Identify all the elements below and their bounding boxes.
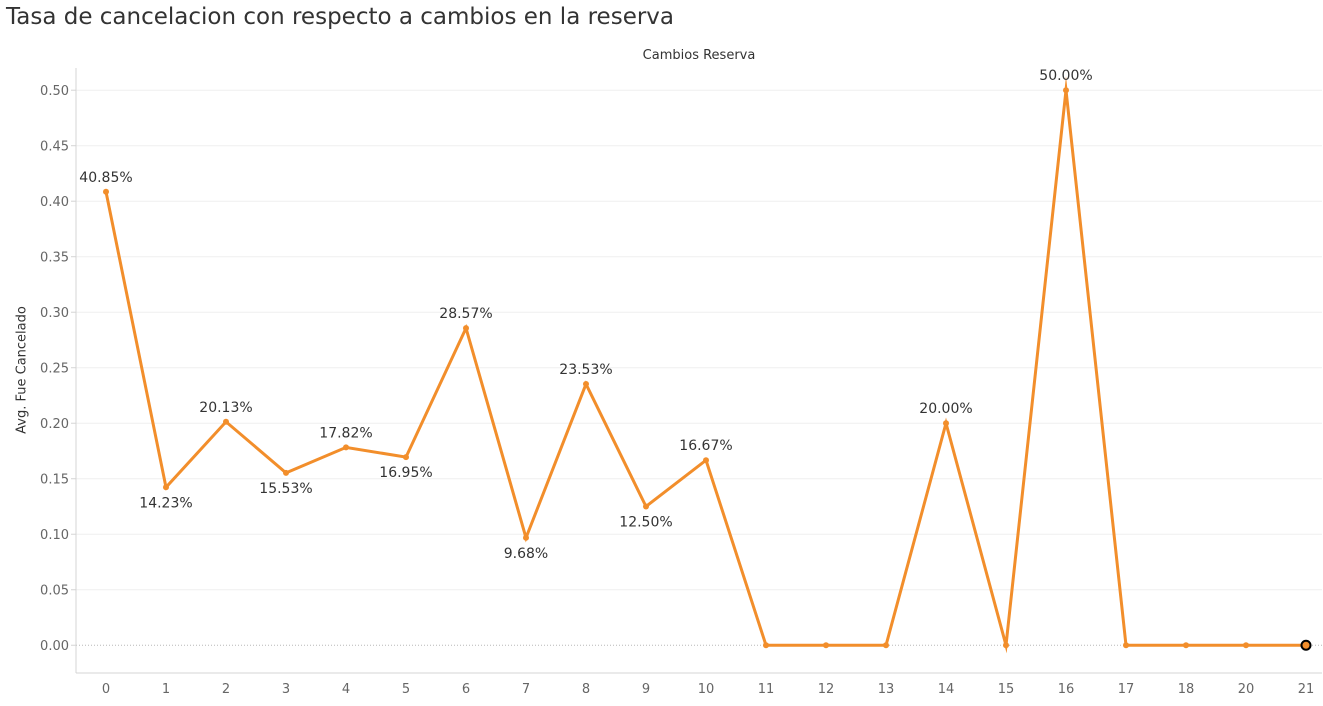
data-point-highlighted[interactable] [1300,639,1312,651]
y-tick-label: 0.15 [40,473,69,488]
x-tick-label: 3 [282,682,290,697]
x-tick-label: 2 [222,682,230,697]
data-point[interactable] [343,444,349,451]
x-tick-label: 18 [1178,682,1195,697]
y-tick-label: 0.00 [40,639,69,654]
x-tick-label: 10 [698,682,715,697]
data-point[interactable] [463,325,469,332]
y-tick-label: 0.05 [40,584,69,599]
data-label: 9.68% [504,546,548,562]
axes [75,68,1322,674]
data-points[interactable] [103,87,1312,651]
grid-lines [76,89,1322,646]
data-point[interactable] [703,457,709,464]
x-tick-label: 20 [1238,682,1255,697]
data-point[interactable] [223,418,229,425]
data-label: 23.53% [559,362,612,378]
y-tick-label: 0.30 [40,306,69,321]
data-point[interactable] [643,503,649,510]
data-label: 17.82% [319,425,372,441]
data-point[interactable] [1243,642,1249,649]
data-point[interactable] [1063,87,1069,94]
data-point[interactable] [583,381,589,388]
x-tick-label: 21 [1298,682,1315,697]
data-label: 20.00% [919,401,972,417]
chart-title: Tasa de cancelacion con respecto a cambi… [6,4,674,30]
data-point[interactable] [523,534,529,541]
data-labels: 40.85% 14.23% 20.13% 15.53% 17.82% 16.95% 28.5… [79,68,1092,562]
x-tick-label: 16 [1058,682,1075,697]
x-tick-label: 1 [162,682,170,697]
x-axis-ticks: 0 1 2 3 4 5 6 7 8 9 10 11 12 13 14 15 16 17 18 20 21 [102,682,1314,697]
y-tick-label: 0.20 [40,417,69,432]
data-label: 16.95% [379,465,432,481]
x-tick-label: 15 [998,682,1015,697]
x-tick-label: 5 [402,682,410,697]
data-point[interactable] [943,420,949,427]
x-tick-label: 0 [102,682,110,697]
data-label: 20.13% [199,400,252,416]
data-point[interactable] [103,188,109,195]
x-tick-label: 9 [642,682,650,697]
data-point[interactable] [163,484,169,491]
x-axis-header: Cambios Reserva [642,48,756,63]
y-tick-label: 0.35 [40,251,69,266]
data-label: 50.00% [1039,68,1092,84]
data-label: 14.23% [139,495,192,511]
data-point[interactable] [883,642,889,649]
data-label: 15.53% [259,481,312,497]
x-tick-label: 4 [342,682,350,697]
x-tick-label: 11 [758,682,775,697]
data-label: 28.57% [439,306,492,322]
x-tick-label: 6 [462,682,470,697]
data-point[interactable] [763,642,769,649]
y-tick-label: 0.45 [40,140,69,155]
data-point[interactable] [823,642,829,649]
x-tick-label: 17 [1118,682,1135,697]
data-point[interactable] [283,469,289,476]
data-label: 16.67% [679,438,732,454]
x-tick-label: 8 [582,682,590,697]
y-axis-ticks: 0.00 0.05 0.10 0.15 0.20 0.25 0.30 0.35 0.40 0.45… [40,84,76,654]
y-tick-label: 0.25 [40,362,69,377]
data-label: 12.50% [619,514,672,530]
data-label: 40.85% [79,170,132,186]
data-point[interactable] [403,454,409,461]
x-tick-label: 14 [938,682,955,697]
y-tick-label: 0.40 [40,195,69,210]
data-point[interactable] [1183,642,1189,649]
data-point[interactable] [1123,642,1129,649]
x-tick-label: 12 [818,682,835,697]
data-point[interactable] [1003,642,1009,649]
x-tick-label: 13 [878,682,895,697]
x-tick-label: 7 [522,682,530,697]
y-tick-label: 0.50 [40,84,69,99]
y-tick-label: 0.10 [40,528,69,543]
